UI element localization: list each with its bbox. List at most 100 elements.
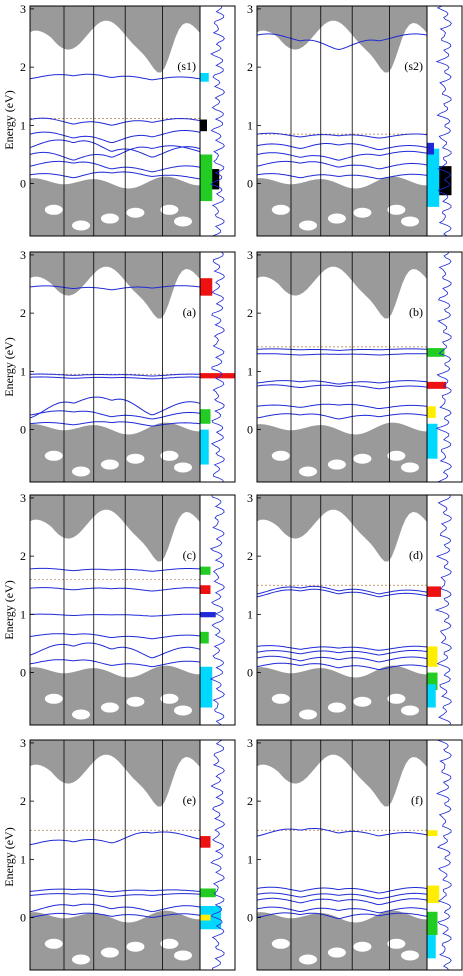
dos-frame xyxy=(426,739,463,971)
band-5 xyxy=(30,642,200,659)
ytick-label-1: 1 xyxy=(20,364,26,378)
band-2 xyxy=(30,587,200,592)
bulk-gap-6 xyxy=(401,705,419,716)
ytick-label-0: 0 xyxy=(20,666,26,680)
dos-curve xyxy=(210,252,225,482)
bulk-gap-4 xyxy=(126,207,145,218)
band-5 xyxy=(257,160,427,170)
bulk-gap-5 xyxy=(387,204,406,215)
bulk-upper-region xyxy=(257,740,427,807)
dos-curve xyxy=(436,740,452,970)
ytick-label-3: 3 xyxy=(247,248,253,262)
bulk-gap-3 xyxy=(327,947,346,958)
panel-label: (c) xyxy=(183,548,196,562)
ytick-label-0: 0 xyxy=(247,911,253,925)
dos-strip xyxy=(199,494,236,726)
bulk-gap-2 xyxy=(299,954,317,965)
band-1 xyxy=(30,831,200,846)
ytick-label-1: 1 xyxy=(247,607,253,621)
dos-fill-2 xyxy=(200,154,213,202)
ytick-label-1: 1 xyxy=(20,607,26,621)
bulk-gap-3 xyxy=(100,459,119,470)
band-5 xyxy=(30,410,200,420)
dos-fill-2 xyxy=(427,148,440,207)
dos-fill-3 xyxy=(200,119,207,132)
dos-plot xyxy=(200,6,226,236)
y-axis-label-row-2: Energy (eV) xyxy=(2,337,16,396)
bulk-gap-1 xyxy=(44,938,63,949)
ytick-label-2: 2 xyxy=(247,306,253,320)
bulk-lower-region xyxy=(257,422,427,482)
band-1 xyxy=(257,585,427,595)
y-axis-label-row-3: Energy (eV) xyxy=(2,580,16,639)
bulk-gap-2 xyxy=(72,954,90,965)
dos-frame xyxy=(199,251,236,483)
bulk-upper-region xyxy=(257,6,427,73)
dos-frame xyxy=(426,494,463,726)
bulk-gap-5 xyxy=(160,693,179,704)
band-2 xyxy=(30,117,200,126)
band-2 xyxy=(257,132,427,139)
bulk-gap-5 xyxy=(160,938,179,949)
dos-plot xyxy=(427,495,452,725)
bulk-gap-4 xyxy=(353,453,372,464)
ytick-label-0: 0 xyxy=(247,177,253,191)
dos-fill-2 xyxy=(427,646,438,667)
ytick-label-1: 1 xyxy=(247,852,253,866)
ytick-label-0: 0 xyxy=(20,423,26,437)
band-6 xyxy=(30,421,200,427)
bulk-gap-1 xyxy=(271,204,290,215)
bulk-gap-1 xyxy=(271,938,290,949)
bulk-gap-2 xyxy=(299,709,317,720)
band-5 xyxy=(257,403,427,409)
panel-1: 0 1 2 3 (s1) xyxy=(20,2,236,237)
band-5 xyxy=(257,906,427,914)
ytick-label-2: 2 xyxy=(20,794,26,808)
bulk-gap-4 xyxy=(353,941,372,952)
bulk-gap-6 xyxy=(401,950,419,961)
plot-area xyxy=(257,495,427,725)
dos-frame xyxy=(199,494,236,726)
dos-fill-2 xyxy=(200,888,216,898)
band-6 xyxy=(257,912,427,919)
ytick-label-2: 2 xyxy=(20,549,26,563)
ytick-label-3: 3 xyxy=(20,491,26,505)
dos-plot xyxy=(427,252,452,482)
ytick-label-3: 3 xyxy=(20,248,26,262)
band-3 xyxy=(30,130,200,143)
dos-fill-3 xyxy=(427,672,438,691)
dos-curve xyxy=(435,6,452,236)
band-3 xyxy=(30,613,200,617)
bulk-gap-3 xyxy=(327,213,346,224)
band-5 xyxy=(30,145,200,161)
dos-fill-5 xyxy=(200,666,213,708)
dos-fill-1 xyxy=(200,566,211,575)
plot-area xyxy=(257,252,427,482)
bulk-gap-4 xyxy=(353,207,372,218)
bulk-gap-2 xyxy=(72,220,90,231)
bulk-gap-6 xyxy=(174,216,192,227)
ytick-label-0: 0 xyxy=(20,177,26,191)
panel-7: 0 1 2 3 (e) xyxy=(20,736,236,971)
bulk-upper-region xyxy=(30,495,200,562)
bulk-gap-2 xyxy=(299,466,317,477)
dos-fill-2 xyxy=(427,885,440,904)
plot-area xyxy=(30,740,200,970)
dos-fill-4 xyxy=(427,684,436,708)
band-2 xyxy=(257,588,427,598)
ytick-label-2: 2 xyxy=(247,794,253,808)
dos-fill-1 xyxy=(427,348,445,357)
bulk-gap-3 xyxy=(100,947,119,958)
panel-2: 0 1 2 3 (s2) xyxy=(247,2,463,237)
band-1 xyxy=(257,348,427,351)
band-4 xyxy=(30,633,200,640)
ytick-label-3: 3 xyxy=(20,2,26,16)
panel-label: (f) xyxy=(411,793,423,807)
dos-strip xyxy=(199,739,236,971)
bulk-lower-region xyxy=(30,910,200,970)
dos-fill-3 xyxy=(200,409,211,424)
bulk-gap-6 xyxy=(401,462,419,473)
bulk-gap-3 xyxy=(327,459,346,470)
dos-plot xyxy=(200,495,226,725)
bulk-gap-5 xyxy=(160,450,179,461)
